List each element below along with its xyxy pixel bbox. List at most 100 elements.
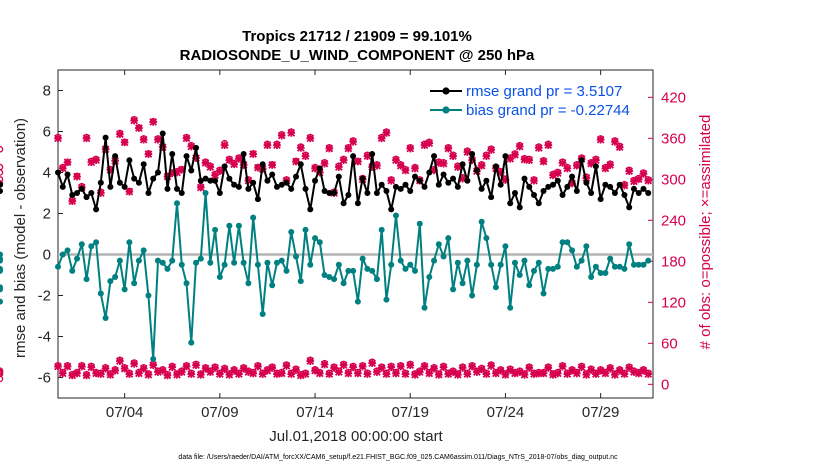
rmse-point (174, 185, 180, 192)
obs-assimilated-marker (387, 363, 396, 372)
x-tick-label: 07/14 (296, 404, 334, 421)
x-axis-label: Jul.01,2018 00:00:00 start (269, 428, 443, 445)
bias-point (354, 298, 361, 305)
obs-assimilated-marker (277, 131, 286, 140)
rmse-point (607, 183, 614, 190)
y-axis-label: rmse and bias (model - observation) (12, 118, 29, 358)
obs-assimilated-marker (216, 370, 224, 378)
obs-assimilated-marker (220, 365, 229, 374)
bias-point (412, 267, 418, 274)
bias-point (307, 261, 314, 268)
rmse-point (126, 157, 133, 164)
rmse-point (369, 151, 376, 158)
bias-point (316, 239, 323, 246)
bias-point (207, 259, 214, 266)
obs-assimilated-marker (263, 366, 272, 375)
obs-possible-marker (0, 370, 4, 378)
obs-assimilated-marker (511, 150, 519, 159)
rmse-point (59, 183, 66, 190)
obs-assimilated-marker (335, 163, 343, 171)
bias-point (188, 339, 195, 346)
obs-assimilated-marker (563, 164, 572, 173)
obs-assimilated-marker (68, 371, 77, 380)
bias-point (202, 190, 209, 196)
bias-point (421, 304, 428, 311)
rmse-point (592, 163, 599, 170)
rmse-point (550, 181, 557, 188)
obs-assimilated-marker (377, 134, 386, 143)
obs-assimilated-marker (458, 174, 467, 183)
rmse-point (226, 175, 233, 182)
obs-assimilated-marker (116, 357, 124, 365)
rmse-point (459, 161, 466, 168)
obs-assimilated-marker (163, 172, 172, 181)
rmse-point (55, 169, 61, 176)
obs-assimilated-marker (139, 364, 148, 373)
obs-assimilated-marker (296, 144, 305, 152)
bias-point (0, 284, 3, 291)
obs-assimilated-marker (482, 152, 491, 160)
obs-assimilated-marker (582, 370, 591, 379)
bias-point (350, 267, 357, 274)
bias-point (83, 276, 90, 283)
bias-point (288, 228, 295, 235)
rmse-point (559, 192, 566, 199)
obs-assimilated-marker (315, 369, 324, 378)
rmse-point (488, 194, 495, 201)
obs-count-markers (0, 117, 653, 383)
rmse-point (183, 153, 190, 160)
obs-assimilated-marker (201, 364, 210, 373)
obs-assimilated-marker (230, 366, 238, 375)
bias-point (302, 226, 309, 233)
y2-tick-label: 180 (661, 253, 686, 270)
bias-point (626, 241, 633, 248)
rmse-point (416, 177, 423, 184)
obs-assimilated-marker (216, 167, 224, 175)
obs-assimilated-marker (320, 159, 329, 168)
bias-point (169, 257, 176, 264)
rmse-point (121, 183, 128, 190)
bias-point (131, 280, 138, 287)
obs-assimilated-marker (587, 366, 595, 374)
obs-assimilated-marker (282, 362, 291, 370)
bias-point (259, 310, 266, 317)
obs-assimilated-marker (277, 369, 286, 378)
obs-assimilated-marker (511, 369, 519, 378)
rmse-point (621, 192, 628, 199)
bias-point (74, 255, 81, 262)
bias-point (64, 247, 71, 254)
y2-tick-label: 300 (661, 171, 686, 188)
obs-assimilated-marker (506, 154, 515, 163)
bias-point (88, 243, 95, 250)
bias-point (226, 222, 233, 229)
obs-assimilated-marker (596, 366, 605, 375)
rmse-point (469, 151, 476, 158)
bias-point (235, 222, 242, 229)
bias-point (245, 280, 252, 287)
bias-point (621, 265, 628, 272)
obs-assimilated-marker (358, 362, 367, 371)
bias-point (59, 251, 66, 258)
obs-assimilated-marker (525, 156, 534, 165)
rmse-point (407, 187, 414, 194)
bias-point (388, 261, 395, 268)
x-tick-label: 07/19 (391, 404, 429, 421)
obs-assimilated-marker (449, 152, 457, 160)
bias-point (326, 274, 333, 281)
y2-tick-label: 120 (661, 294, 686, 311)
rmse-point (492, 163, 499, 170)
obs-assimilated-marker (401, 166, 410, 175)
obs-assimilated-marker (615, 143, 624, 152)
rmse-point (264, 177, 271, 184)
rmse-point (188, 167, 195, 174)
y2-tick-label: 360 (661, 130, 686, 147)
obs-assimilated-marker (373, 368, 381, 376)
rmse-point (597, 196, 604, 203)
obs-assimilated-marker (368, 163, 376, 171)
rmse-point (135, 179, 142, 186)
rmse-point (483, 177, 490, 184)
obs-assimilated-marker (601, 369, 610, 378)
obs-assimilated-marker (515, 368, 524, 376)
rmse-point (212, 177, 219, 184)
obs-assimilated-marker (539, 369, 548, 378)
